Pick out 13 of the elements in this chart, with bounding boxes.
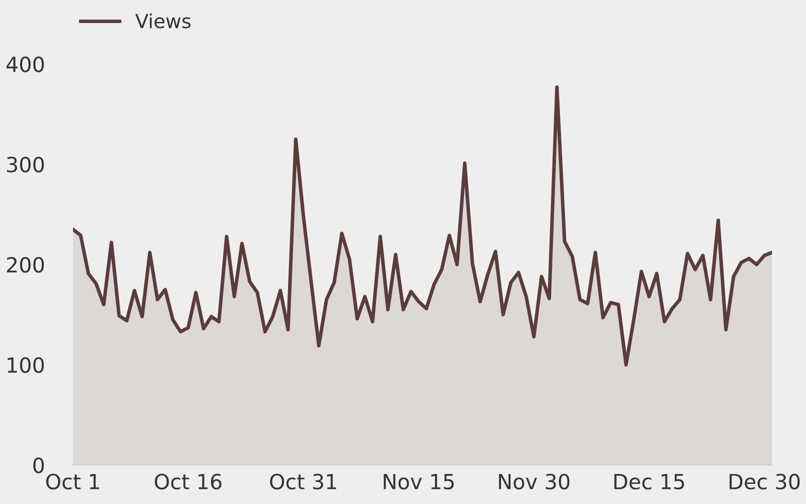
x-tick-label: Oct 1 [46, 474, 100, 490]
x-tick-label: Dec 30 [730, 474, 800, 490]
x-tick-label: Dec 15 [614, 474, 684, 490]
legend-label: Views [135, 13, 191, 28]
x-tick-label: Oct 31 [270, 474, 336, 490]
y-tick-label: 400 [6, 56, 44, 72]
y-tick-label: 0 [33, 457, 44, 474]
x-tick-label: Nov 30 [499, 474, 570, 490]
y-tick-label: 100 [8, 357, 44, 373]
x-tick-label: Nov 15 [384, 474, 454, 490]
x-tick-label: Oct 16 [154, 474, 222, 490]
y-tick-label: 200 [6, 256, 44, 273]
y-tick-label: 300 [7, 156, 44, 172]
